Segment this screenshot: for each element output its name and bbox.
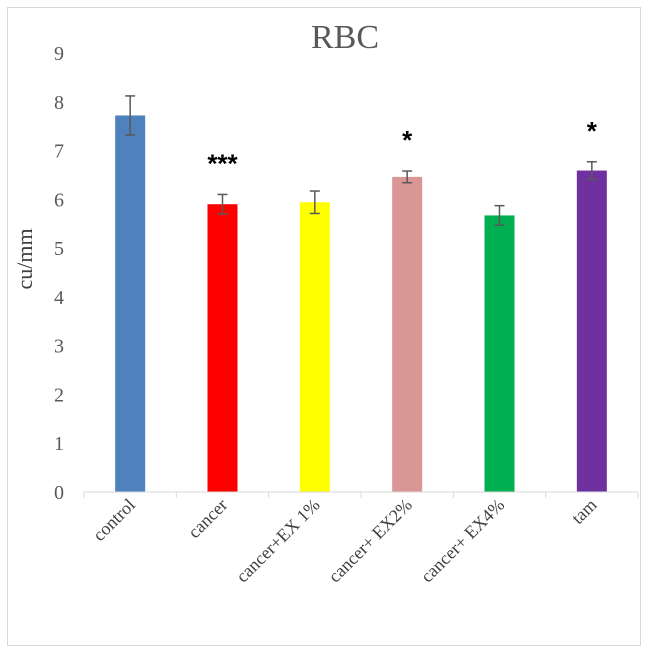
bar-0 xyxy=(115,115,146,493)
y-tick-label: 4 xyxy=(54,287,64,309)
chart-title: RBC xyxy=(311,19,379,56)
category-label: cancer xyxy=(184,495,231,542)
category-labels: control cancer cancer+EX 1% cancer+ EX2% can… xyxy=(89,495,601,587)
y-tick-label: 0 xyxy=(54,482,64,504)
bar-3 xyxy=(392,176,423,492)
y-tick-label: 1 xyxy=(54,433,64,455)
error-bars xyxy=(125,95,597,226)
significance-marker: * xyxy=(402,125,413,155)
y-tick-label: 9 xyxy=(54,43,64,65)
category-label: cancer+EX 1% xyxy=(232,495,324,587)
category-label: tam xyxy=(567,495,600,528)
bar-2 xyxy=(299,202,330,492)
significance-markers: **** * xyxy=(207,116,597,179)
x-axis xyxy=(83,491,639,498)
y-tick-label: 2 xyxy=(54,384,64,406)
significance-marker: * xyxy=(587,116,598,146)
bars xyxy=(115,115,607,493)
category-label: control xyxy=(89,495,139,545)
y-tick-label: 5 xyxy=(54,238,64,260)
y-tick-label: 8 xyxy=(54,92,64,114)
bar-1 xyxy=(207,204,238,492)
y-axis-ticks: 0 1 2 3 4 5 6 7 8 9 xyxy=(54,43,64,504)
category-label: cancer+ EX2% xyxy=(324,495,416,587)
y-tick-label: 7 xyxy=(54,141,64,163)
y-tick-label: 3 xyxy=(54,336,64,358)
y-axis-label: cu/mm xyxy=(12,228,37,289)
y-tick-label: 6 xyxy=(54,189,64,211)
significance-marker: *** xyxy=(207,148,238,178)
bar-5 xyxy=(576,170,607,492)
category-label: cancer+ EX4% xyxy=(417,495,509,587)
bar-4 xyxy=(484,215,515,492)
